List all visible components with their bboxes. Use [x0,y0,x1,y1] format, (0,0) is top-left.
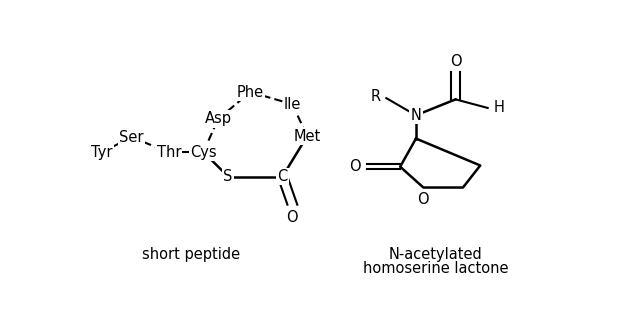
Text: Asp: Asp [205,112,232,127]
Text: homoserine lactone: homoserine lactone [363,261,508,276]
Text: S: S [223,169,233,184]
Text: N: N [410,108,422,123]
Text: short peptide: short peptide [142,247,240,262]
Text: O: O [450,54,461,69]
Text: O: O [349,159,360,174]
Text: R: R [370,89,380,104]
Text: O: O [286,210,298,225]
Text: C: C [278,169,288,184]
Text: O: O [418,192,429,207]
Text: Met: Met [293,128,321,144]
Text: N-acetylated: N-acetylated [389,247,482,262]
Text: Phe: Phe [237,85,264,100]
Text: H: H [494,100,505,115]
Text: Tyr: Tyr [91,144,113,160]
Text: Cys: Cys [190,144,217,160]
Text: Thr: Thr [156,144,181,160]
Text: Ser: Ser [119,130,144,145]
Text: Ile: Ile [284,97,301,112]
